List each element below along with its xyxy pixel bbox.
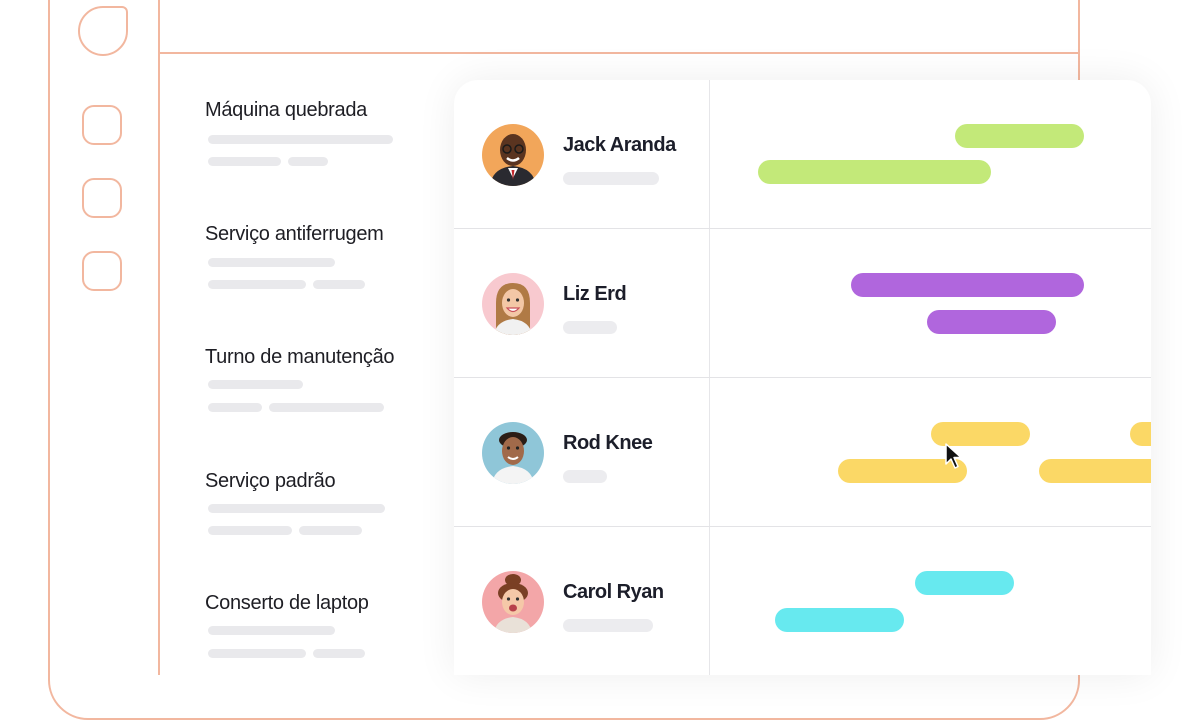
header-divider — [160, 52, 1080, 54]
schedule-bar[interactable] — [927, 310, 1056, 334]
person-row: Rod Knee — [454, 378, 1151, 527]
nav-item-2-icon[interactable] — [82, 178, 122, 218]
sidebar-divider — [158, 0, 160, 675]
service-item[interactable]: Máquina quebrada — [205, 99, 435, 166]
placeholder-line — [563, 172, 659, 185]
schedule-bar[interactable] — [955, 124, 1084, 148]
placeholder-line — [313, 280, 365, 289]
placeholder-line — [563, 321, 617, 334]
schedule-bar[interactable] — [915, 571, 1014, 595]
schedule-bar[interactable] — [775, 608, 904, 632]
service-item[interactable]: Turno de manutenção — [205, 346, 435, 412]
person-row: Carol Ryan — [454, 527, 1151, 675]
person-name: Jack Aranda — [563, 134, 676, 156]
avatar-carol-icon[interactable] — [482, 571, 544, 633]
placeholder-line — [208, 626, 335, 635]
person-name: Carol Ryan — [563, 581, 664, 603]
schedule-bar[interactable] — [851, 273, 1084, 297]
placeholder-line — [269, 403, 384, 412]
service-item[interactable]: Conserto de laptop — [205, 592, 435, 658]
placeholder-line — [288, 157, 328, 166]
service-title: Conserto de laptop — [205, 592, 369, 614]
schedule-bar[interactable] — [758, 160, 991, 184]
placeholder-line — [208, 504, 385, 513]
placeholder-line — [299, 526, 362, 535]
person-row: Jack Aranda — [454, 80, 1151, 229]
schedule-bar[interactable] — [931, 422, 1030, 446]
row-divider — [454, 526, 1151, 527]
placeholder-line — [208, 526, 292, 535]
placeholder-line — [313, 649, 365, 658]
row-divider — [454, 228, 1151, 229]
row-divider — [454, 377, 1151, 378]
person-row: Liz Erd — [454, 229, 1151, 378]
schedule-bar[interactable] — [1039, 459, 1151, 483]
service-title: Serviço antiferrugem — [205, 223, 384, 245]
avatar-liz-icon[interactable] — [482, 273, 544, 335]
placeholder-line — [208, 258, 335, 267]
nav-item-3-icon[interactable] — [82, 251, 122, 291]
schedule-panel: Jack Aranda Liz Erd — [454, 80, 1151, 675]
app-logo-icon[interactable] — [78, 6, 128, 56]
placeholder-line — [208, 135, 393, 144]
service-title: Serviço padrão — [205, 470, 336, 492]
placeholder-line — [563, 619, 653, 632]
schedule-bar[interactable] — [1130, 422, 1151, 446]
nav-item-1-icon[interactable] — [82, 105, 122, 145]
service-item[interactable]: Serviço padrão — [205, 470, 435, 535]
placeholder-line — [208, 403, 262, 412]
avatar-rod-icon[interactable] — [482, 422, 544, 484]
service-title: Turno de manutenção — [205, 346, 395, 368]
service-item[interactable]: Serviço antiferrugem — [205, 223, 435, 289]
service-title: Máquina quebrada — [205, 99, 367, 121]
mouse-pointer-icon — [945, 443, 962, 469]
person-name: Liz Erd — [563, 283, 627, 305]
placeholder-line — [208, 649, 306, 658]
placeholder-line — [208, 280, 306, 289]
person-name: Rod Knee — [563, 432, 653, 454]
placeholder-line — [208, 157, 281, 166]
placeholder-line — [208, 380, 303, 389]
placeholder-line — [563, 470, 607, 483]
avatar-jack-icon[interactable] — [482, 124, 544, 186]
